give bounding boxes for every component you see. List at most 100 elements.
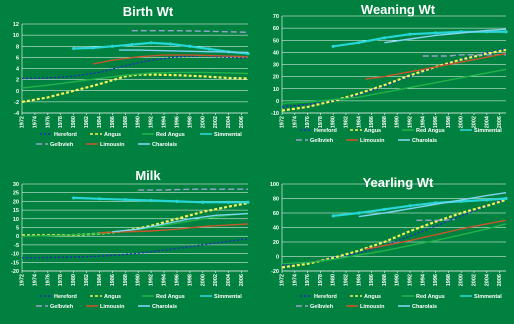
x-tick-label: 1974 bbox=[292, 115, 298, 128]
chart-panel-3: Milk -20 -15 -10 -5 0 5 10 15 20 25 30 1972 1974 1976 1… bbox=[11, 168, 250, 310]
series-simmental-point bbox=[97, 197, 102, 201]
legend-limousin-label: Limousin bbox=[360, 138, 385, 144]
series-gelbvieh-line bbox=[422, 54, 506, 57]
series-simmental-line bbox=[333, 197, 507, 217]
legend-limousin-label: Limousin bbox=[100, 142, 125, 148]
series-simmental-point bbox=[149, 41, 153, 45]
series-gelbvieh-line bbox=[416, 218, 455, 222]
legend-simmental-label: Simmental bbox=[474, 128, 502, 134]
series-limousin-line bbox=[92, 54, 249, 65]
x-tick-label: 1998 bbox=[187, 274, 193, 286]
x-tick-label: 1972 bbox=[20, 274, 26, 286]
series-simmental-point bbox=[504, 196, 508, 201]
y-tick-label: 40 bbox=[273, 226, 279, 232]
series-gelbvieh-line bbox=[138, 188, 248, 191]
x-tick-label: 1988 bbox=[382, 116, 388, 128]
x-tick-label: 1992 bbox=[149, 116, 155, 128]
x-tick-label: 1996 bbox=[174, 116, 180, 128]
y-tick-label: 30 bbox=[13, 182, 19, 188]
x-tick-label: 1996 bbox=[174, 274, 180, 286]
x-tick-label: 1978 bbox=[318, 274, 324, 286]
series-simmental-point bbox=[227, 200, 231, 204]
series-charolais-line bbox=[358, 192, 507, 218]
legend-red-angus-label: Red Angus bbox=[156, 294, 185, 300]
x-tick-label: 1992 bbox=[149, 274, 155, 286]
legend-gelbvieh-label: Gelbvieh bbox=[310, 304, 334, 310]
legend-charolais-label: Charolais bbox=[152, 304, 177, 310]
x-tick-label: 1998 bbox=[446, 116, 452, 128]
legend-limousin-label: Limousin bbox=[360, 304, 385, 310]
y-tick-label: 0 bbox=[16, 234, 19, 240]
series-simmental-point bbox=[175, 199, 179, 203]
x-tick-label: 1978 bbox=[58, 116, 64, 128]
series-hereford-line bbox=[21, 238, 249, 259]
x-tick-label: 1988 bbox=[123, 116, 129, 128]
y-tick-label: 30 bbox=[273, 63, 279, 69]
x-tick-label: 1974 bbox=[32, 115, 38, 128]
legend-charolais-label: Charolais bbox=[152, 142, 177, 148]
legend-red-angus-label: Red Angus bbox=[156, 132, 185, 138]
y-tick-label: 60 bbox=[273, 26, 279, 32]
series-simmental-point bbox=[149, 198, 153, 203]
x-tick-label: 2006 bbox=[497, 116, 503, 128]
y-tick-label: -10 bbox=[271, 111, 279, 117]
y-tick-label: 70 bbox=[273, 14, 279, 20]
series-simmental-point bbox=[331, 44, 335, 48]
series-simmental-point bbox=[357, 41, 361, 45]
series-hereford-line bbox=[21, 54, 249, 80]
series-simmental-point bbox=[246, 200, 250, 204]
series-simmental-point bbox=[408, 204, 412, 208]
y-tick-label: 100 bbox=[270, 182, 279, 188]
legend-red-angus-label: Red Angus bbox=[416, 294, 445, 300]
x-tick-label: 1982 bbox=[84, 274, 90, 286]
y-tick-label: 8 bbox=[16, 44, 19, 50]
x-tick-label: 2002 bbox=[213, 274, 219, 286]
x-tick-label: 2004 bbox=[226, 115, 232, 128]
series-simmental-line bbox=[73, 196, 248, 204]
series-simmental-point bbox=[110, 44, 114, 48]
chart-panel-2: Weaning Wt -10 0 10 20 30 40 50 60 70 1972 1974 1976… bbox=[271, 2, 508, 144]
y-tick-label: -20 bbox=[271, 269, 279, 275]
legend-charolais-label: Charolais bbox=[412, 138, 437, 144]
y-tick-label: 80 bbox=[273, 197, 279, 203]
x-tick-label: 1982 bbox=[344, 274, 350, 286]
x-tick-label: 1974 bbox=[292, 273, 298, 286]
y-tick-label: -15 bbox=[11, 260, 19, 266]
series-simmental-point bbox=[382, 207, 386, 211]
x-tick-label: 1992 bbox=[408, 274, 414, 286]
series-gelbvieh-line bbox=[131, 30, 249, 33]
series-red-angus-line bbox=[281, 223, 507, 265]
chart-title: Birth Wt bbox=[123, 4, 174, 19]
y-tick-label: 10 bbox=[13, 217, 19, 223]
legend-angus-label: Angus bbox=[104, 294, 121, 300]
x-tick-label: 1976 bbox=[305, 116, 311, 128]
legend-hereford-label: Hereford bbox=[54, 294, 77, 300]
chart-title: Weaning Wt bbox=[361, 2, 436, 17]
series-simmental-point bbox=[408, 32, 412, 36]
x-tick-label: 1984 bbox=[356, 115, 362, 128]
legend-simmental-label: Simmental bbox=[214, 294, 242, 300]
y-tick-label: -4 bbox=[14, 111, 20, 117]
series-simmental-point bbox=[485, 198, 489, 202]
x-tick-label: 1972 bbox=[20, 116, 26, 128]
x-tick-label: 2004 bbox=[226, 273, 232, 286]
x-tick-label: 1984 bbox=[356, 273, 362, 286]
y-tick-label: 10 bbox=[273, 87, 279, 93]
series-simmental-point bbox=[72, 46, 76, 51]
x-tick-label: 2004 bbox=[484, 115, 490, 128]
series-simmental-point bbox=[331, 214, 335, 218]
y-tick-label: -5 bbox=[14, 243, 19, 249]
series-red-angus-line bbox=[281, 68, 507, 104]
series-charolais-line bbox=[384, 28, 507, 44]
legend-gelbvieh-label: Gelbvieh bbox=[50, 142, 74, 148]
y-tick-label: 0 bbox=[276, 99, 279, 105]
legend-simmental-label: Simmental bbox=[474, 294, 502, 300]
series-simmental-point bbox=[207, 47, 211, 51]
chart-panel-1: Birth Wt -4 -2 0 2 4 6 8 10 12 1972 1974 1976 1978 198… bbox=[13, 4, 250, 148]
legend-limousin-label: Limousin bbox=[100, 304, 125, 310]
x-tick-label: 1994 bbox=[162, 115, 168, 128]
series-hereford-line bbox=[281, 197, 507, 266]
x-tick-label: 1986 bbox=[369, 116, 375, 128]
series-simmental-line bbox=[333, 30, 506, 48]
